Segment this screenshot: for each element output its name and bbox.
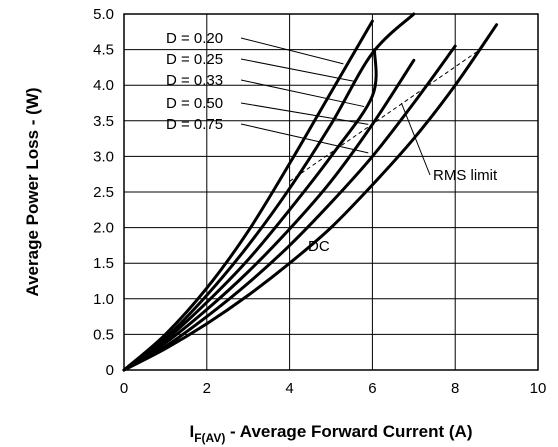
label-d033: D = 0.33 [166,72,223,89]
label-rms-limit: RMS limit [433,167,498,184]
series-line-d-0-33 [122,48,378,372]
series-line-d-0-25 [122,12,416,372]
label-d020: D = 0.20 [166,30,223,47]
series-line-dc [122,23,499,372]
leader-line [400,102,431,176]
label-d025: D = 0.25 [166,51,223,68]
series-line-d-0-75 [122,44,457,372]
x-tick-label: 2 [203,380,211,397]
series-line-d-0-20 [122,19,374,372]
y-tick-label: 4.5 [93,42,114,59]
leader-line [240,102,369,125]
y-tick-label: 2.0 [93,220,114,237]
leader-line [240,123,369,154]
x-tick-labels: 0 2 4 6 8 10 [120,380,547,397]
rms-limit-line [289,49,481,182]
leader-line [240,79,365,108]
y-tick-label: 0 [106,362,114,379]
x-tick-label: 4 [285,380,293,397]
y-tick-label: 1.5 [93,255,114,272]
y-tick-label: 3.5 [93,113,114,130]
x-tick-label: 6 [368,380,376,397]
y-tick-label: 3.0 [93,148,114,165]
y-tick-label: 1.0 [93,291,114,308]
leader-line [240,37,344,65]
annotation-leaders [240,37,431,176]
y-tick-labels: 0 0.5 1.0 1.5 2.0 2.5 3.0 3.5 4.0 4.5 5.0 [93,6,114,379]
y-tick-label: 4.0 [93,77,114,94]
leader-line [240,58,356,83]
rms-limit-dashed [289,49,481,182]
series-lines [122,12,499,372]
plot-frame [123,13,539,371]
label-d050: D = 0.50 [166,95,223,112]
series-line-d-0-50 [122,58,416,372]
x-tick-label: 10 [530,380,547,397]
x-tick-label: 0 [120,380,128,397]
x-tick-label: 8 [451,380,459,397]
x-axis-title: IF(AV) - Average Forward Current (A) [189,422,472,445]
y-axis-title: Average Power Loss - (W) [23,87,42,296]
y-tick-label: 0.5 [93,326,114,343]
label-dc: DC [308,238,330,255]
y-tick-label: 5.0 [93,6,114,23]
label-d075: D = 0.75 [166,116,223,133]
y-tick-label: 2.5 [93,184,114,201]
x-axis-title-subscript: F(AV) [194,431,225,445]
